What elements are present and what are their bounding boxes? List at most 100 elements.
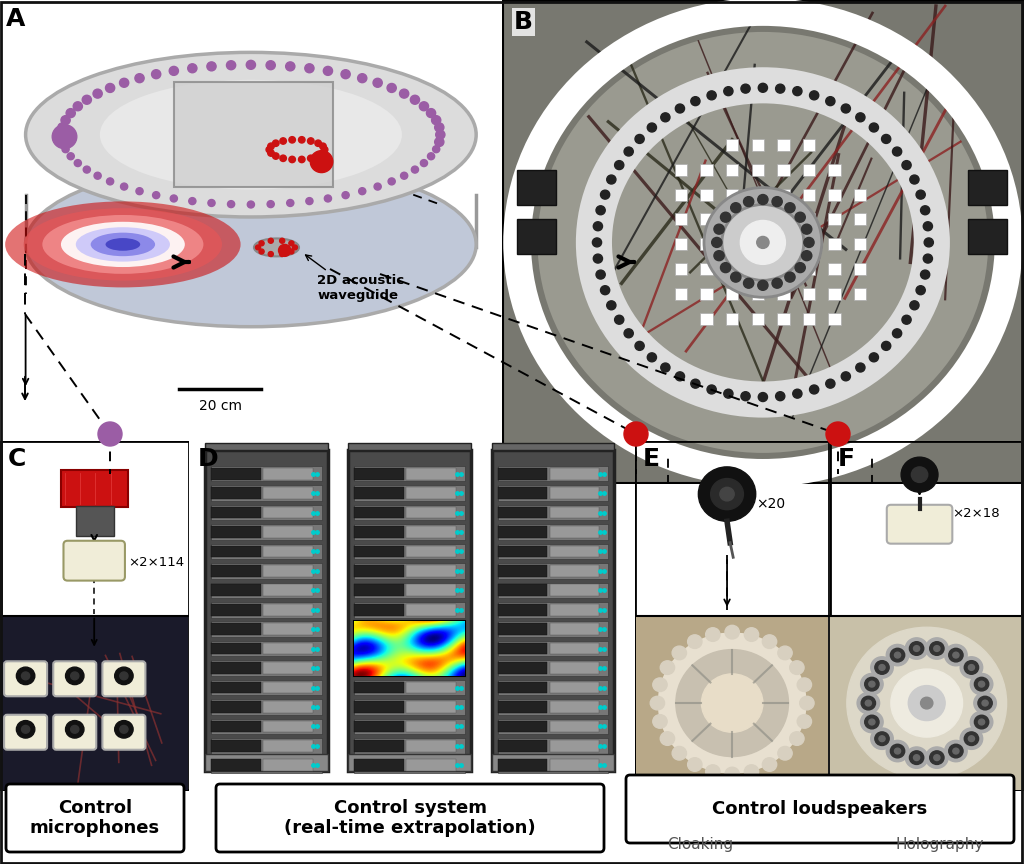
Circle shape — [307, 138, 314, 144]
Circle shape — [905, 638, 928, 659]
Circle shape — [658, 633, 806, 773]
Circle shape — [864, 677, 879, 691]
Circle shape — [731, 203, 741, 213]
Circle shape — [707, 91, 716, 100]
Circle shape — [869, 353, 879, 362]
Bar — [407, 604, 456, 615]
Bar — [498, 680, 608, 696]
Bar — [354, 719, 465, 734]
Bar — [211, 702, 261, 713]
Bar — [700, 188, 713, 200]
Circle shape — [306, 198, 313, 205]
Circle shape — [757, 237, 769, 249]
Bar — [211, 682, 261, 693]
Bar — [354, 524, 465, 540]
Bar — [407, 546, 456, 557]
Circle shape — [373, 79, 382, 87]
Bar — [675, 188, 687, 200]
Circle shape — [676, 104, 684, 113]
Bar — [211, 466, 322, 481]
Circle shape — [660, 113, 670, 122]
Circle shape — [187, 64, 197, 73]
Circle shape — [856, 363, 865, 372]
Bar — [550, 546, 599, 557]
Circle shape — [635, 341, 644, 351]
Circle shape — [934, 645, 940, 651]
Ellipse shape — [722, 205, 804, 280]
Bar — [803, 138, 815, 150]
Bar — [211, 526, 261, 537]
Bar — [407, 506, 456, 518]
Circle shape — [58, 123, 68, 132]
Circle shape — [948, 648, 963, 662]
Bar — [854, 289, 866, 301]
Bar — [777, 188, 790, 200]
Circle shape — [420, 102, 429, 111]
Bar — [354, 641, 465, 657]
Circle shape — [879, 736, 885, 741]
Circle shape — [650, 696, 665, 710]
Circle shape — [825, 97, 835, 105]
Circle shape — [825, 379, 835, 388]
Circle shape — [948, 744, 963, 758]
Ellipse shape — [26, 162, 476, 327]
Circle shape — [698, 467, 756, 521]
Circle shape — [421, 160, 428, 167]
Circle shape — [934, 755, 940, 760]
Circle shape — [882, 341, 891, 351]
Circle shape — [868, 719, 874, 725]
Circle shape — [975, 715, 989, 729]
Circle shape — [778, 646, 793, 660]
Circle shape — [98, 422, 122, 446]
Text: A: A — [6, 7, 26, 31]
Circle shape — [607, 175, 616, 184]
Text: 2D acoustic
waveguide: 2D acoustic waveguide — [317, 275, 404, 302]
Circle shape — [913, 645, 920, 651]
Bar — [492, 753, 614, 771]
Circle shape — [676, 372, 684, 381]
FancyBboxPatch shape — [53, 661, 96, 696]
Circle shape — [860, 711, 883, 733]
Bar — [211, 641, 322, 657]
Circle shape — [725, 626, 739, 639]
Bar — [517, 219, 556, 254]
Ellipse shape — [76, 227, 170, 262]
Bar — [675, 289, 687, 301]
Circle shape — [607, 301, 616, 310]
Bar — [726, 163, 738, 175]
Bar — [752, 138, 764, 150]
Bar — [263, 506, 312, 518]
Bar — [211, 604, 261, 615]
Bar — [803, 264, 815, 276]
Circle shape — [860, 673, 883, 695]
Circle shape — [74, 160, 81, 167]
Circle shape — [978, 696, 992, 710]
Circle shape — [741, 391, 751, 401]
Circle shape — [280, 138, 287, 144]
Bar — [700, 264, 713, 276]
Circle shape — [711, 479, 743, 510]
Bar — [498, 565, 548, 577]
Bar — [498, 682, 548, 693]
Bar — [726, 264, 738, 276]
Text: Control
microphones: Control microphones — [30, 798, 160, 837]
Bar — [211, 546, 261, 557]
Bar — [498, 740, 548, 752]
Text: ×2×18: ×2×18 — [952, 507, 1000, 520]
Bar — [211, 486, 322, 501]
Bar — [211, 680, 322, 696]
Circle shape — [775, 391, 784, 401]
Circle shape — [93, 89, 102, 98]
Circle shape — [691, 379, 700, 388]
Circle shape — [357, 73, 367, 83]
Circle shape — [411, 95, 420, 105]
Bar — [968, 169, 1007, 205]
Bar — [211, 582, 322, 598]
Bar — [354, 621, 465, 637]
Circle shape — [399, 89, 409, 98]
Circle shape — [593, 222, 602, 231]
Circle shape — [434, 137, 443, 147]
Bar — [498, 621, 608, 637]
Bar — [828, 264, 841, 276]
Bar — [498, 506, 548, 518]
